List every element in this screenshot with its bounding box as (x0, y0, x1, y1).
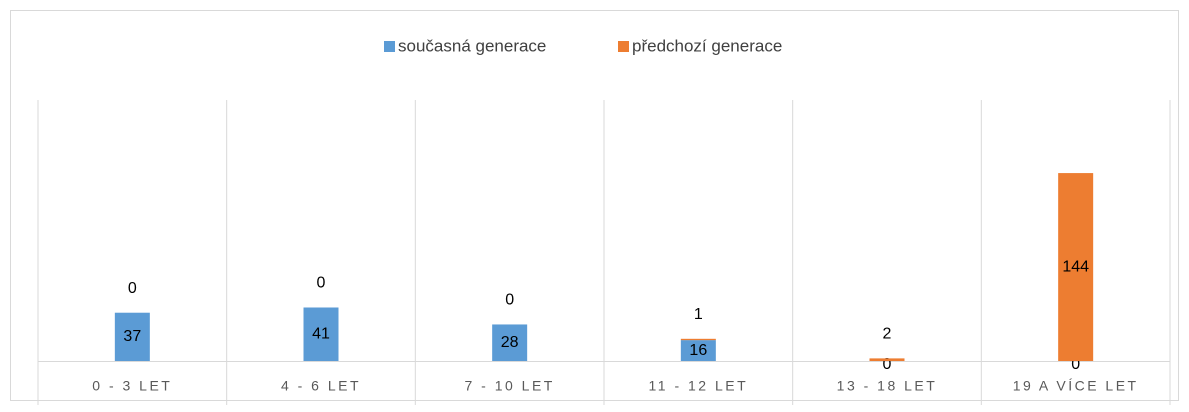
bar-segment (869, 358, 905, 361)
x-tick-label: 0 - 3 LET (92, 378, 172, 394)
data-label: 28 (501, 334, 519, 351)
x-tick-label: 11 - 12 LET (649, 378, 749, 394)
data-label: 0 (883, 356, 892, 373)
bar-segment (680, 338, 716, 341)
bar-segment (114, 312, 150, 361)
data-label: 1 (694, 306, 703, 323)
x-tick-label: 4 - 6 LET (281, 378, 361, 394)
legend-label: předchozí generace (632, 36, 782, 55)
x-tick-label: 19 A VÍCE LET (1013, 378, 1139, 394)
data-label: 0 (128, 280, 137, 297)
data-label: 37 (123, 328, 141, 345)
legend-swatch (384, 41, 395, 52)
bar-segment (680, 340, 716, 361)
bar-segment (492, 324, 528, 361)
chart-frame (10, 10, 1179, 401)
data-label: 0 (317, 275, 326, 292)
data-label: 0 (1071, 356, 1080, 373)
data-label: 16 (689, 342, 707, 359)
legend-label: současná generace (398, 36, 546, 55)
bar-segment (303, 307, 339, 361)
x-tick-label: 13 - 18 LET (837, 378, 938, 394)
data-label: 2 (883, 326, 892, 343)
data-label: 144 (1062, 258, 1089, 275)
data-label: 0 (505, 292, 514, 309)
legend-swatch (618, 41, 629, 52)
data-label: 41 (312, 325, 330, 342)
bar-segment (1058, 173, 1094, 361)
x-tick-label: 7 - 10 LET (464, 378, 554, 394)
